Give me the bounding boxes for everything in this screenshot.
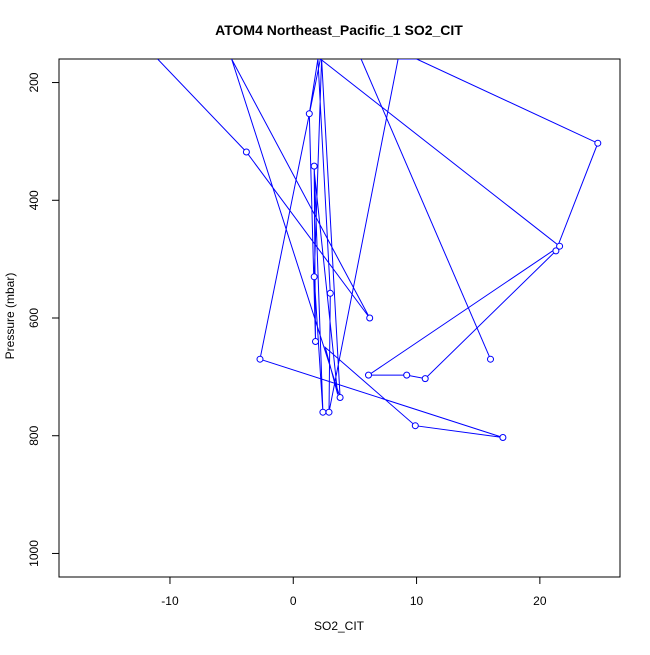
- data-point: [305, 110, 313, 118]
- x-axis-label: SO2_CIT: [314, 619, 365, 633]
- chart-title: ATOM4 Northeast_Pacific_1 SO2_CIT: [215, 22, 463, 38]
- data-point: [310, 273, 318, 281]
- x-tick-label: 10: [410, 594, 424, 608]
- data-point: [310, 162, 318, 170]
- x-axis: -10 0 10 20: [161, 577, 547, 608]
- series-line: [157, 59, 599, 438]
- x-tick-label: 0: [290, 594, 297, 608]
- y-axis: 200 400 600 800 1000: [27, 72, 59, 567]
- data-point: [242, 148, 250, 156]
- x-tick-label: -10: [161, 594, 179, 608]
- y-axis-label: Pressure (mbar): [3, 273, 17, 360]
- data-point: [336, 394, 344, 401]
- series-layer: [157, 59, 602, 441]
- data-point: [556, 242, 564, 250]
- data-point: [366, 314, 374, 322]
- series-line: [360, 59, 491, 360]
- y-tick-label: 600: [27, 308, 41, 328]
- data-point: [326, 289, 334, 297]
- y-tick-label: 400: [27, 190, 41, 210]
- y-tick-label: 1000: [27, 540, 41, 567]
- data-point: [499, 434, 507, 441]
- data-point: [256, 355, 264, 363]
- data-point: [365, 371, 372, 379]
- data-point: [411, 422, 419, 430]
- data-point: [403, 371, 411, 379]
- data-point: [312, 338, 319, 345]
- x-tick-label: 20: [533, 594, 547, 608]
- data-point: [487, 355, 494, 363]
- y-tick-label: 800: [27, 425, 41, 445]
- y-tick-label: 200: [27, 72, 41, 92]
- data-point: [552, 247, 560, 255]
- data-point: [319, 408, 327, 416]
- data-point: [325, 408, 333, 416]
- data-point: [594, 139, 602, 147]
- data-point: [421, 375, 429, 383]
